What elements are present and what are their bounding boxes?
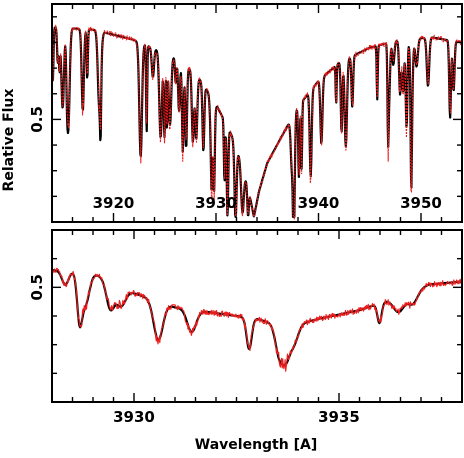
y-tick-label: 0.5: [28, 106, 46, 133]
x-tick-label: 3930: [113, 408, 155, 426]
x-tick-label: 3935: [318, 408, 360, 426]
top-spectrum-panel: 3920 3930 3940 3950 0.5: [28, 3, 463, 223]
x-tick-label: 3930: [195, 194, 237, 212]
bottom-spectrum-panel: 3930 3935 0.5: [28, 229, 463, 426]
y-axis-title: Relative Flux: [1, 89, 17, 192]
y-tick-label: 0.5: [28, 274, 46, 301]
observed-spectrum-line: [52, 26, 462, 218]
axis-frame: [51, 229, 463, 403]
model-spectrum-line: [52, 24, 462, 220]
x-tick-label: 3920: [93, 194, 135, 212]
model-spectrum-line: [52, 267, 462, 372]
x-tick-label: 3950: [400, 194, 442, 212]
x-axis-title: Wavelength [A]: [195, 437, 317, 453]
plot-area: [52, 267, 462, 372]
observed-spectrum-line: [52, 269, 462, 367]
x-tick-label: 3940: [298, 194, 340, 212]
plot-area: [52, 24, 462, 220]
